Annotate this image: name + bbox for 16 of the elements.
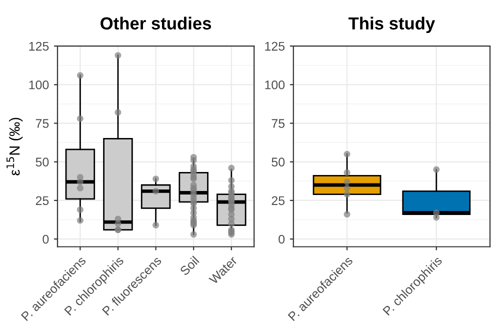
y-tick-label: 125 [265,42,285,51]
y-tick-label: 25 [36,196,49,206]
y-tick-label: 125 [29,42,49,51]
y-tick-label: 50 [36,158,49,166]
y-axis-title: ε$^{15}$N (‰) [6,118,23,176]
y-tick-label: 100 [29,80,49,90]
y-tick-label: 75 [36,119,49,128]
y-tick-label: 0 [278,234,285,244]
y-tick-label: 50 [272,158,285,166]
y-tick-label: 0 [42,234,49,244]
x-tick-label: Soil [179,256,200,276]
chart-title: Other studies [100,16,212,30]
chart-title: This study [348,16,436,33]
y-tick-label: 25 [272,196,285,206]
y-tick-label: 100 [265,80,285,90]
y-tick-label: 75 [272,119,285,128]
